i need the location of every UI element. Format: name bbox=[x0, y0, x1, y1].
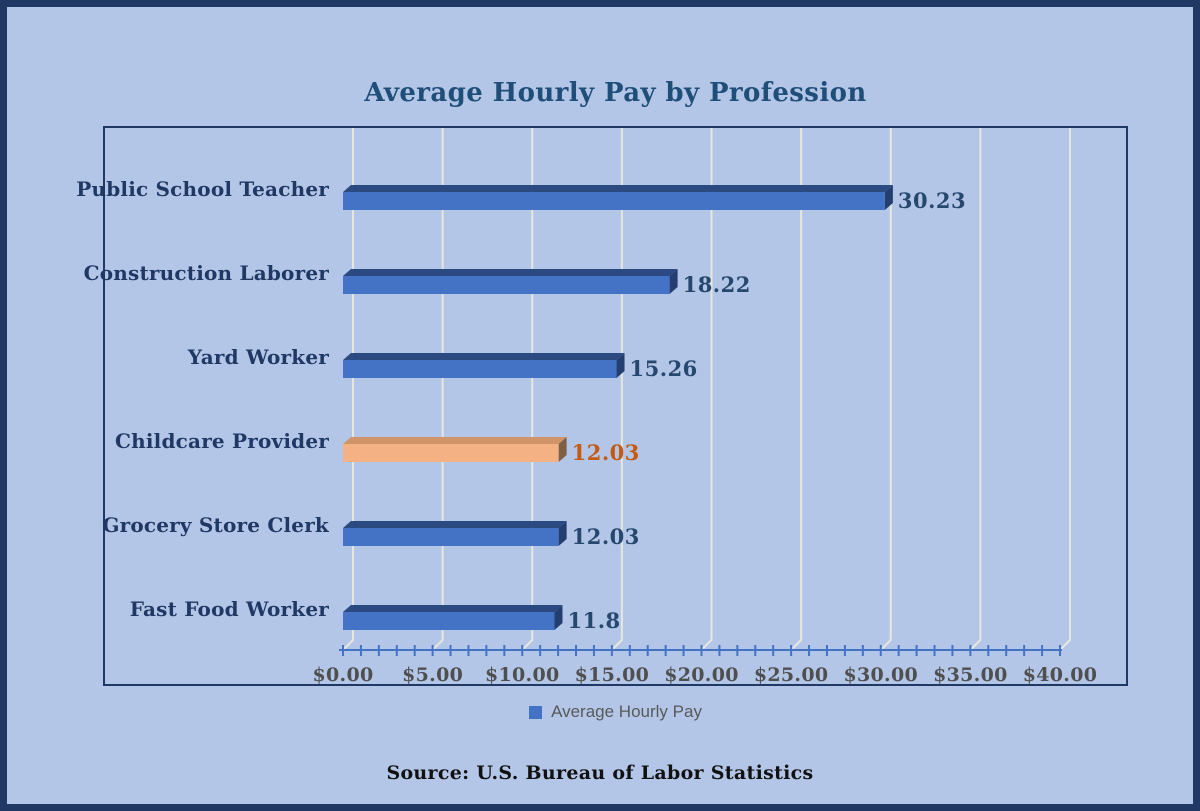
bar-end-face bbox=[554, 605, 563, 630]
bar-value-label: 15.26 bbox=[629, 356, 698, 381]
bar bbox=[343, 192, 885, 210]
category-label: Grocery Store Clerk bbox=[102, 513, 329, 537]
gridline bbox=[611, 128, 623, 651]
x-axis-label: $40.00 bbox=[1022, 664, 1098, 686]
bar-value-label: 12.03 bbox=[571, 440, 640, 465]
plot-area: Public School Teacher 30.23 Construction L… bbox=[76, 126, 1128, 686]
bar-end-face bbox=[669, 269, 678, 294]
gridline bbox=[521, 128, 534, 651]
gridline bbox=[431, 128, 444, 651]
bar-top-face bbox=[343, 269, 678, 276]
category-label: Construction Laborer bbox=[83, 261, 329, 285]
bar bbox=[343, 528, 559, 546]
plot-svg bbox=[339, 128, 1071, 656]
bar-end-face bbox=[884, 185, 893, 210]
bar-end-face bbox=[616, 353, 625, 378]
x-axis-label: $20.00 bbox=[664, 664, 739, 686]
bar bbox=[343, 444, 559, 462]
source-text: Source: U.S. Bureau of Labor Statistics bbox=[386, 762, 814, 784]
x-axis-label: $5.00 bbox=[402, 664, 464, 686]
x-axis-label: $0.00 bbox=[312, 664, 374, 686]
bar-top-face bbox=[343, 521, 567, 528]
legend-marker-icon bbox=[529, 705, 543, 719]
gridline bbox=[790, 128, 803, 651]
bar-end-face bbox=[558, 521, 567, 546]
gridline bbox=[880, 128, 892, 651]
gridline bbox=[1059, 128, 1071, 651]
bar-value-label: 30.23 bbox=[897, 188, 967, 213]
x-axis-label: $10.00 bbox=[484, 664, 560, 686]
bar-value-label: 11.8 bbox=[567, 608, 621, 633]
bar-value-label: 12.03 bbox=[571, 524, 640, 549]
gridline bbox=[969, 128, 982, 651]
legend-label: Average Hourly Pay bbox=[551, 702, 702, 721]
category-label: Yard Worker bbox=[187, 345, 329, 369]
gridline bbox=[700, 128, 713, 651]
legend: Average Hourly Pay bbox=[103, 702, 1128, 722]
category-label: Public School Teacher bbox=[76, 177, 329, 201]
gridline bbox=[342, 128, 354, 651]
bar-top-face bbox=[343, 185, 893, 192]
bar bbox=[343, 276, 670, 294]
chart-title: Average Hourly Pay by Profession bbox=[364, 78, 867, 108]
bar-top-face bbox=[343, 353, 625, 360]
bar-top-face bbox=[343, 605, 563, 612]
x-axis-label: $15.00 bbox=[574, 664, 650, 686]
bar bbox=[343, 612, 555, 630]
bar-value-label: 18.22 bbox=[682, 272, 751, 297]
category-label: Childcare Provider bbox=[115, 429, 329, 453]
bar-end-face bbox=[558, 437, 567, 462]
category-label: Fast Food Worker bbox=[129, 597, 329, 621]
x-axis-label: $25.00 bbox=[753, 664, 829, 686]
bar-top-face bbox=[343, 437, 567, 444]
x-axis-label: $30.00 bbox=[843, 664, 919, 686]
bar bbox=[343, 360, 617, 378]
x-axis-label: $35.00 bbox=[933, 664, 1008, 686]
